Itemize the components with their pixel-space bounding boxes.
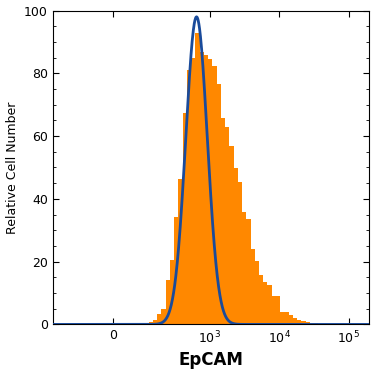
Y-axis label: Relative Cell Number: Relative Cell Number [6,101,18,234]
X-axis label: EpCAM: EpCAM [179,351,244,369]
